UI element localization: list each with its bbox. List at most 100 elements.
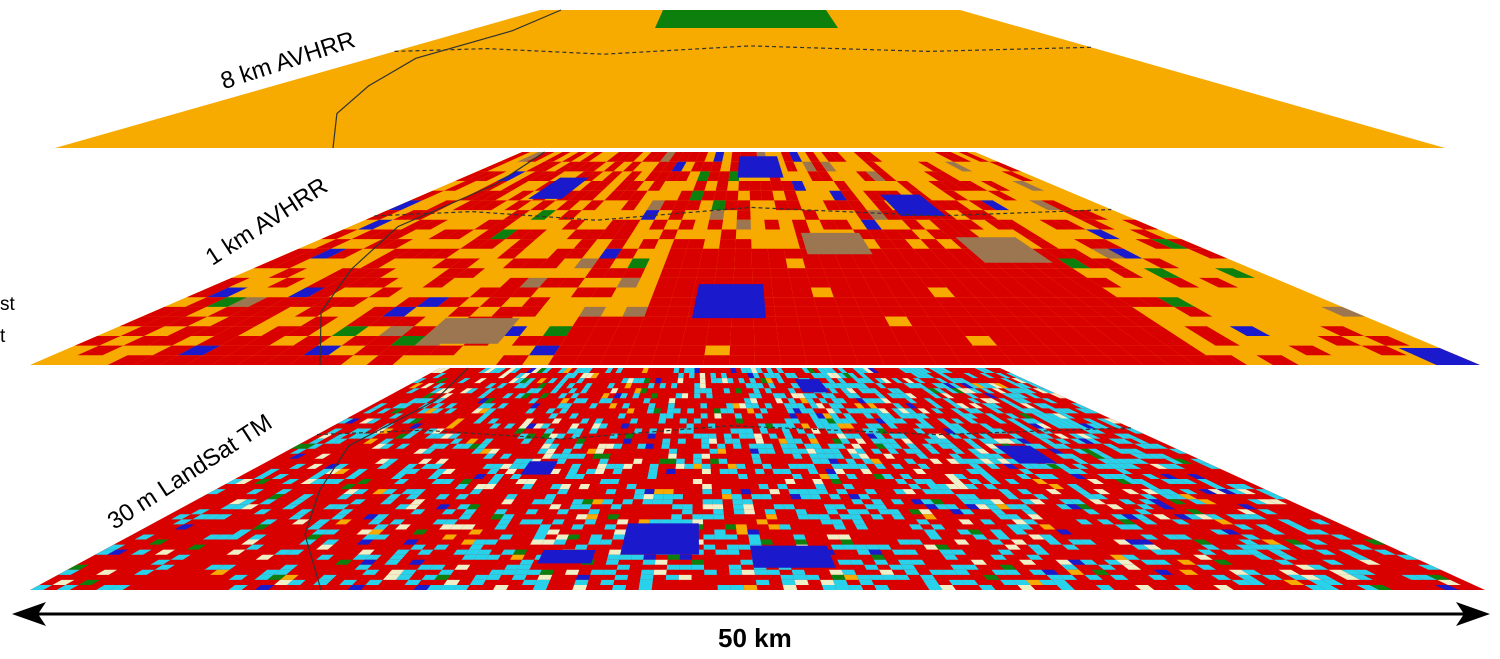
- layer-30m-pixel: [573, 428, 584, 434]
- layer-30m-pixel: [989, 453, 1005, 459]
- layer-1km-pixel: [474, 229, 504, 240]
- layer-1km-pixel: [830, 355, 859, 365]
- layer-30m-pixel: [963, 408, 978, 414]
- layer-30m-pixel: [532, 423, 545, 429]
- layer-1km-pixel: [666, 248, 687, 259]
- layer-30m-pixel: [508, 378, 520, 384]
- layer-30m-pixel: [979, 373, 995, 379]
- layer-30m-pixel: [974, 468, 990, 474]
- layer-30m-pixel: [647, 474, 658, 479]
- layer-30m-pixel: [930, 403, 944, 409]
- layer-30m-pixel: [337, 418, 354, 424]
- layer-1km-pixel: [900, 345, 931, 356]
- layer-30m-pixel: [1317, 585, 1340, 590]
- layer-1km-pixel: [799, 326, 825, 336]
- layer-30m-pixel: [1139, 519, 1158, 525]
- layer-1km-pixel: [753, 326, 778, 336]
- layer-30m-pixel: [836, 433, 848, 439]
- layer-1km-pixel: [698, 258, 718, 269]
- layer-1km-pixel: [783, 248, 803, 259]
- layer-1km-pixel: [970, 210, 999, 220]
- layer-30m-pixel: [744, 428, 754, 434]
- layer-1km-pixel: [640, 316, 667, 327]
- layer-30m-pixel: [332, 463, 349, 469]
- layer-30m-pixel: [1118, 499, 1137, 505]
- layer-30m-pixel: [1196, 564, 1217, 570]
- layer-1km-pixel: [341, 336, 379, 346]
- layer-30m-pixel: [686, 423, 694, 429]
- layer-1km-pixel: [921, 258, 948, 269]
- layer-30m-pixel: [892, 393, 905, 399]
- layer-30m-pixel: [980, 388, 995, 394]
- layer-30m-pixel: [915, 453, 929, 459]
- layer-1km-pixel: [206, 297, 248, 307]
- layer-30m-pixel: [109, 585, 131, 590]
- layer-30m-pixel: [1128, 448, 1147, 454]
- layer-1km-pixel: [415, 219, 448, 230]
- layer-30m-pixel: [678, 373, 684, 379]
- layer-30m-pixel: [640, 574, 654, 580]
- layer-1km-pixel: [661, 161, 678, 172]
- layer-30m-pixel: [526, 569, 542, 575]
- layer-30m-pixel: [1045, 489, 1062, 495]
- layer-1km-pixel: [963, 306, 994, 317]
- layer-30m-pixel: [441, 534, 458, 540]
- layer-1km-pixel: [1118, 345, 1156, 356]
- layer-30m-pixel: [1081, 494, 1099, 500]
- layer-1km-pixel: [972, 345, 1006, 356]
- layer-1km-pixel: [985, 287, 1016, 298]
- layer-30m-pixel: [902, 489, 917, 495]
- layer-30m-pixel: [388, 413, 404, 419]
- layer-30m-pixel: [349, 499, 366, 505]
- layer-30m-pixel: [778, 393, 788, 399]
- layer-30m-pixel: [990, 509, 1007, 515]
- layer-1km-pixel: [728, 171, 740, 181]
- layer-30m-pixel: [615, 368, 624, 373]
- layer-30m-pixel: [1048, 408, 1066, 414]
- layer-30m-pixel: [362, 569, 380, 575]
- layer-30m-pixel: [306, 524, 325, 530]
- layer-1km-pixel: [539, 277, 567, 288]
- layer-30m-pixel: [482, 463, 496, 469]
- layer-1km-pixel: [929, 248, 956, 259]
- layer-30m-pixel: [52, 579, 75, 585]
- layer-30m-pixel: [985, 398, 1001, 404]
- layer-1km-pixel: [1103, 316, 1139, 327]
- layer-30m-pixel: [700, 403, 708, 409]
- layer-1km-pixel: [647, 181, 666, 191]
- scale-bar-left-arrowhead: [12, 602, 46, 626]
- layer-30m-pixel: [172, 519, 193, 525]
- layer-1km-pixel: [604, 190, 626, 201]
- layer-30m-pixel: [340, 484, 357, 490]
- layer-1km-pixel: [633, 336, 661, 346]
- layer-30m-pixel: [589, 534, 603, 540]
- layer-30m-pixel: [701, 438, 710, 444]
- layer-30m-pixel: [764, 403, 773, 409]
- layer-30m-pixel: [579, 504, 592, 510]
- layer-30m-pixel: [666, 413, 674, 419]
- layer-30m-pixel: [601, 393, 610, 399]
- layer-30m-pixel: [705, 388, 713, 394]
- layer-30m-pixel: [1063, 453, 1081, 459]
- layer-30m-pixel: [612, 468, 623, 474]
- layer-1km-pixel: [752, 268, 771, 278]
- layer-1km-pixel: [1135, 239, 1173, 249]
- layer-30m-pixel: [587, 539, 602, 545]
- layer-30m-pixel: [965, 383, 980, 389]
- layer-30m-pixel: [1064, 423, 1082, 429]
- layer-30m-pixel: [842, 413, 854, 419]
- layer-1km-pixel: [833, 297, 859, 307]
- layer-30m-pixel: [826, 393, 837, 399]
- layer-30m-pixel: [1048, 484, 1065, 490]
- layer-30m-pixel: [942, 428, 956, 434]
- layer-30m-pixel: [1173, 534, 1193, 540]
- layer-1km-pixel: [237, 355, 279, 365]
- layer-1km-pixel: [713, 152, 725, 162]
- layer-30m-pixel: [922, 579, 940, 585]
- layer-30m-pixel: [643, 398, 651, 404]
- layer-30m-pixel: [585, 373, 595, 379]
- layer-1km-pixel: [677, 355, 705, 365]
- layer-1km-pixel: [947, 268, 976, 278]
- layer-30m-pixel: [410, 499, 426, 505]
- layer-30m-pixel: [731, 438, 741, 444]
